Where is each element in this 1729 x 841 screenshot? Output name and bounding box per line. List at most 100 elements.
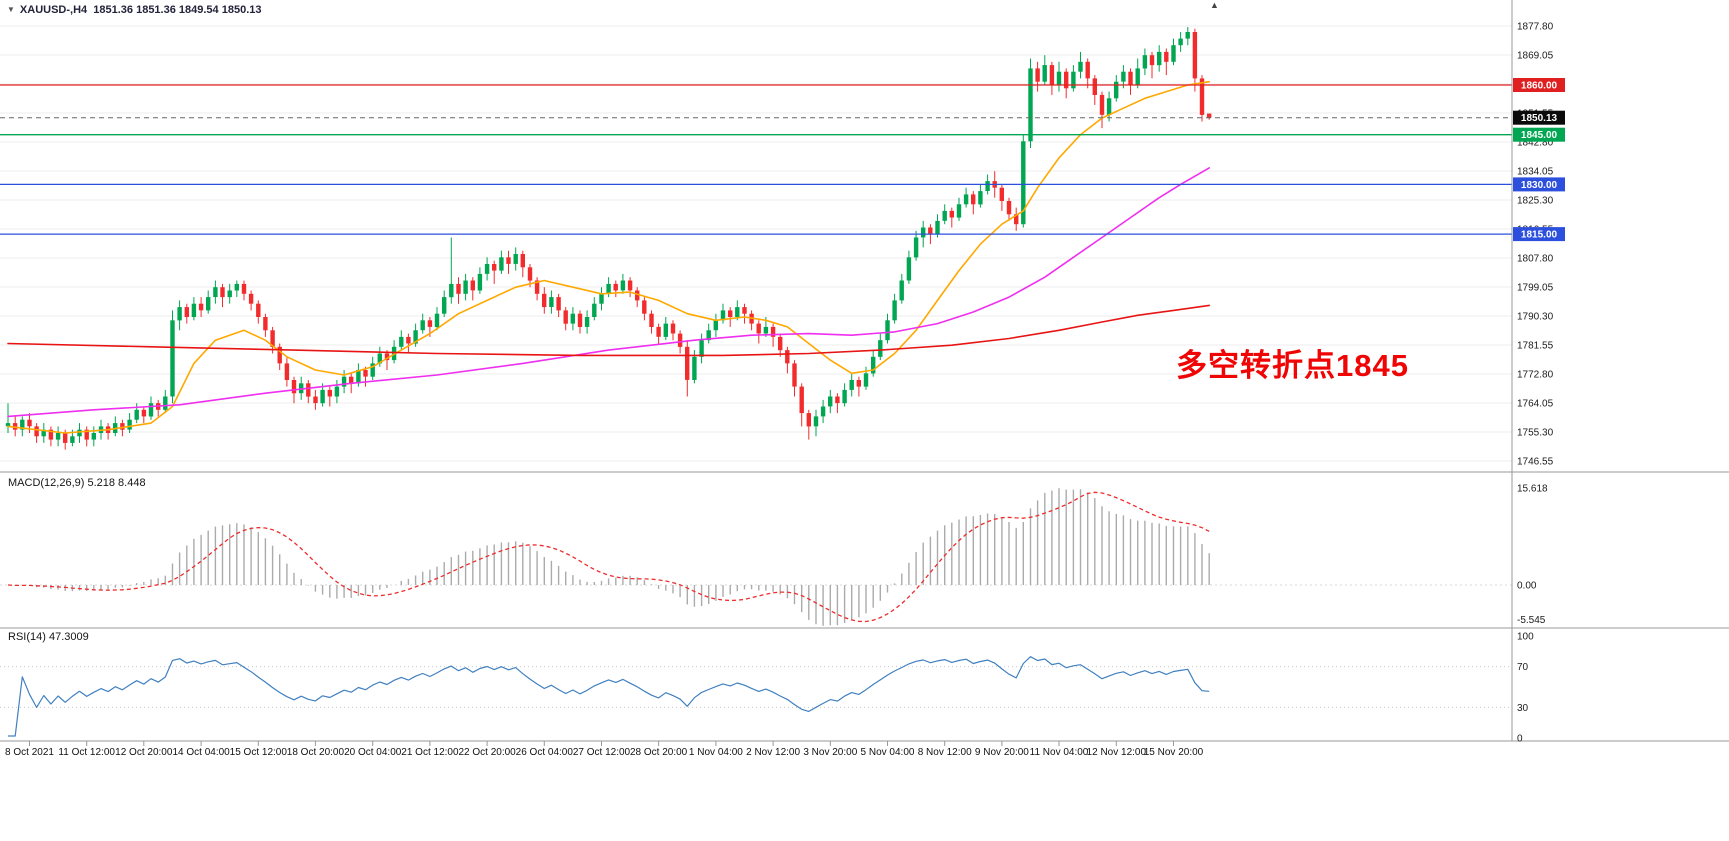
candle-body (520, 254, 525, 268)
candle-body (942, 210, 947, 221)
candle-body (878, 340, 883, 357)
price-scale-label: 1869.05 (1517, 51, 1554, 62)
candle-body (334, 386, 340, 397)
candle-body (1064, 71, 1069, 89)
candle-body (1035, 68, 1040, 82)
symbol-ohlc-label: XAUUSD-,H4 1851.36 1851.36 1849.54 1850.… (19, 4, 262, 16)
candle-body (327, 389, 332, 397)
candle-body (127, 419, 132, 430)
fast-ma-line (7, 80, 1210, 434)
candle-body (677, 333, 683, 347)
candle-body (134, 409, 139, 420)
candle-body (84, 429, 89, 440)
candle-body (241, 283, 247, 294)
candle-body (484, 264, 490, 274)
candle-body (620, 280, 626, 291)
time-scale-label: 15 Nov 20:00 (1144, 747, 1204, 758)
price-scale-label: 1799.05 (1517, 283, 1554, 294)
candle-body (921, 227, 926, 238)
time-scale-label: 20 Oct 04:00 (344, 747, 402, 758)
moving-averages (7, 80, 1210, 434)
candle-body (420, 320, 425, 331)
candle-body (1099, 94, 1105, 115)
candle-body (27, 419, 32, 427)
macd-pane (0, 488, 1512, 626)
candle-body (956, 204, 962, 218)
time-scale-label: 5 Nov 04:00 (861, 747, 915, 758)
candle-body (1135, 68, 1140, 85)
candle-body (148, 403, 154, 417)
candle-body (513, 254, 518, 264)
candle-body (170, 320, 175, 397)
candle-body (742, 307, 747, 314)
candle-body (1185, 32, 1190, 39)
candle-body (1114, 81, 1119, 99)
candle-body (892, 300, 897, 321)
time-scale-label: 12 Nov 12:00 (1087, 747, 1147, 758)
candle-body (563, 310, 568, 324)
candle-body (985, 181, 990, 191)
annotation-text: 多空转折点1845 (1176, 348, 1409, 383)
price-scale-label: 1790.30 (1517, 312, 1554, 323)
candle-body (120, 423, 125, 430)
candle-body (492, 264, 497, 271)
pane-separators[interactable] (0, 0, 1729, 742)
price-scale-label: 1772.80 (1517, 370, 1554, 381)
time-scale[interactable]: 8 Oct 2021 11 Oct 12:00 12 Oct 20:00 14 Oct… (5, 741, 1204, 758)
candle-body (1121, 71, 1126, 82)
candle-body (1199, 78, 1205, 115)
macd-scale-label: 15.618 (1517, 484, 1548, 495)
candle-body (1021, 141, 1026, 225)
candle-body (820, 406, 826, 417)
candle-body (1164, 51, 1169, 62)
rsi-scale-label: 0 (1517, 734, 1523, 745)
candle-body (863, 373, 869, 387)
price-badge (1513, 110, 1565, 125)
candle-body (813, 416, 819, 427)
level-lines (0, 84, 1512, 235)
candle-body (1014, 214, 1019, 225)
price-badge-label: 1850.13 (1521, 113, 1558, 124)
rsi-indicator-label: RSI(14) 47.3009 (8, 631, 89, 643)
candle-body (549, 297, 554, 307)
candle-body (906, 257, 912, 281)
candle-body (206, 297, 211, 311)
candle-body (706, 330, 711, 341)
candle-body (656, 326, 661, 337)
candle-body (599, 293, 604, 304)
candle-body (12, 423, 18, 430)
candle-body (442, 297, 447, 314)
collapse-triangle-icon[interactable]: ▼ (7, 5, 15, 14)
slow-ma-line (7, 304, 1210, 357)
candle-body (406, 336, 411, 344)
candle-body (885, 320, 890, 341)
candle-body (613, 283, 618, 291)
price-badge-label: 1830.00 (1521, 180, 1558, 191)
time-scale-label: 22 Oct 20:00 (458, 747, 516, 758)
time-scale-label: 1 Nov 04:00 (689, 747, 743, 758)
candle-body (227, 290, 232, 298)
time-scale-label: 12 Oct 20:00 (115, 747, 173, 758)
time-scale-label: 21 Oct 12:00 (401, 747, 459, 758)
candle-body (1207, 113, 1212, 118)
candle-body (799, 386, 804, 414)
candle-body (1006, 201, 1012, 215)
candle-body (534, 280, 540, 294)
candle-body (5, 423, 11, 427)
candle-body (356, 370, 361, 384)
candle-body (1157, 51, 1162, 66)
candle-body (77, 429, 82, 437)
candle-body (248, 293, 254, 304)
candle-body (477, 273, 483, 291)
candle-body (427, 320, 433, 327)
medium-ma-line (7, 167, 1210, 418)
candle-body (728, 310, 733, 317)
candle-body (792, 363, 797, 387)
candle-body (349, 376, 354, 384)
rsi-scale-label: 70 (1517, 662, 1529, 673)
price-badges: 1860.00 1845.00 1830.00 1815.00 1850.13 (1513, 78, 1565, 242)
candle-body (370, 363, 375, 377)
candle-body (299, 383, 304, 394)
candle-body (449, 283, 454, 298)
